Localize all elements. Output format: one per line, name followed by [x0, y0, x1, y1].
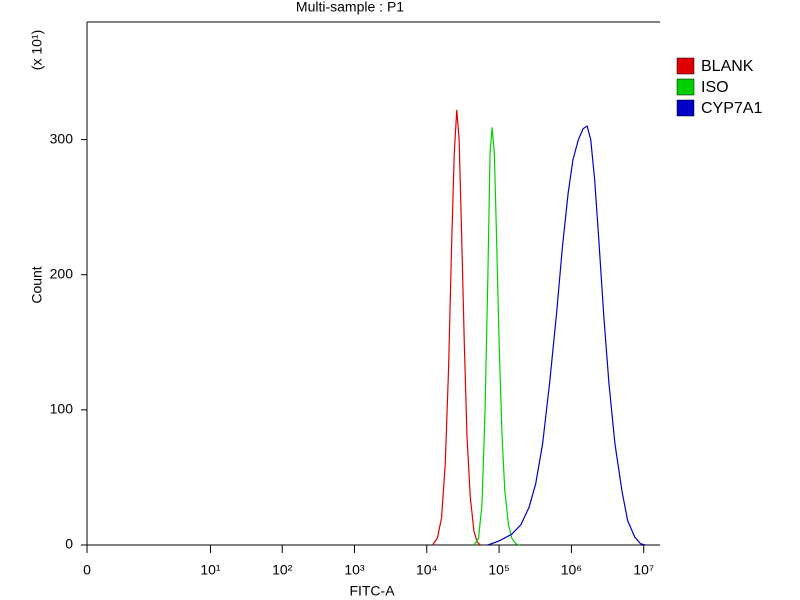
y-tick-label: 0	[65, 536, 73, 552]
x-tick-label: 10⁴	[416, 562, 438, 578]
x-tick-label: 10⁷	[633, 562, 654, 578]
x-tick-label: 10³	[344, 562, 365, 578]
histogram-line	[487, 125, 646, 546]
x-tick-label: 10⁶	[561, 562, 582, 578]
x-tick-label: 10¹	[200, 562, 221, 578]
legend-label: BLANK	[701, 58, 754, 75]
legend-label: ISO	[701, 79, 729, 96]
chart-title: Multi-sample : P1	[296, 0, 404, 15]
y-tick-label: 100	[50, 401, 74, 417]
y-tick-label: 300	[50, 130, 74, 146]
legend-swatch	[676, 78, 695, 96]
y-tick-label: 200	[50, 265, 74, 281]
x-tick-label: 0	[83, 562, 91, 578]
plot-frame	[86, 21, 660, 546]
y-multiplier: (x 10¹)	[29, 30, 45, 70]
legend-swatch	[676, 57, 695, 75]
legend-label: CYP7A1	[701, 100, 762, 117]
y-axis-label: Count	[29, 266, 45, 303]
x-tick-label: 10⁵	[488, 562, 509, 578]
x-tick-label: 10²	[272, 562, 293, 578]
histogram-line	[473, 127, 520, 546]
legend-swatch	[676, 99, 695, 117]
histogram-line	[432, 109, 481, 546]
x-axis-label: FITC-A	[349, 583, 395, 599]
